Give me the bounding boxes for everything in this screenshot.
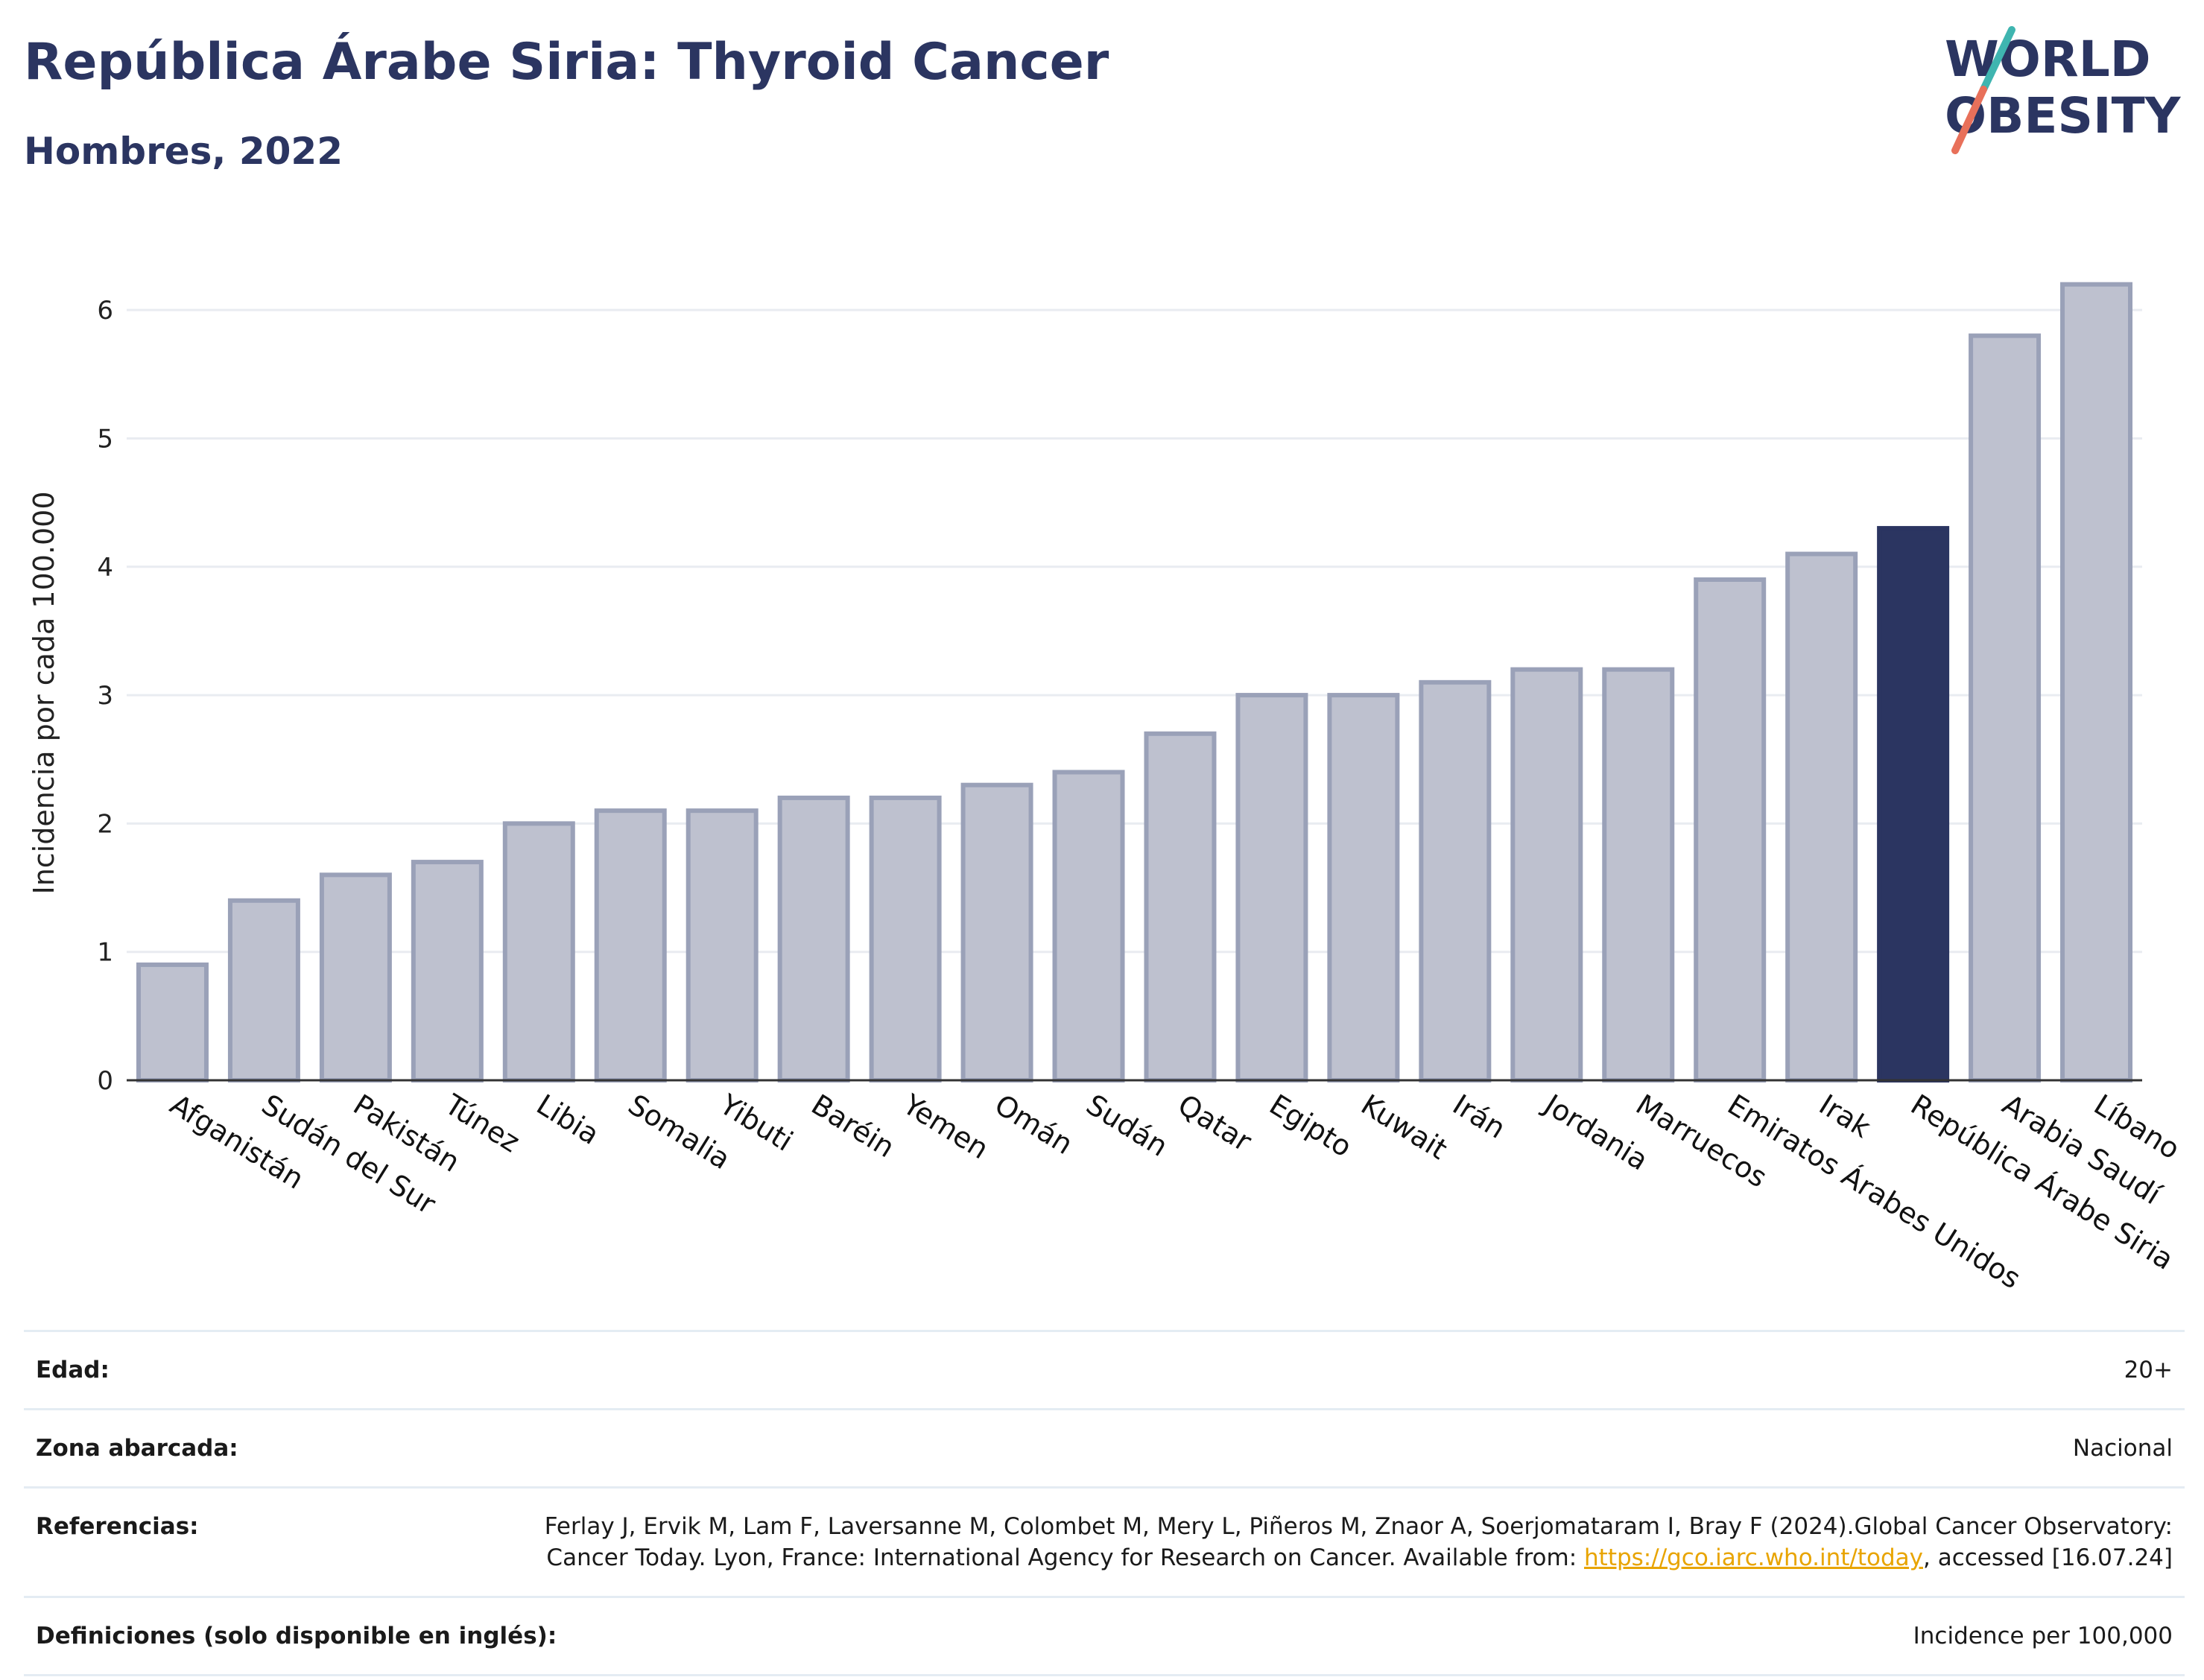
y-axis-label: Incidencia por cada 100.000 xyxy=(28,491,60,894)
svg-text:WORLD: WORLD xyxy=(1945,31,2151,88)
bar-12 xyxy=(1235,693,1308,1083)
bar-17 xyxy=(1694,577,1767,1083)
meta-row-definitions: Definiciones (solo disponible en inglés)… xyxy=(24,1596,2185,1676)
x-tick-label: Irak xyxy=(1814,1088,1876,1144)
bar-16 xyxy=(1602,667,1675,1083)
x-tick-label: Kuwait xyxy=(1355,1088,1453,1166)
bar-21 xyxy=(2060,282,2133,1083)
x-tick-label: Sudán xyxy=(1080,1088,1174,1163)
bar-9 xyxy=(960,782,1033,1083)
bar-0 xyxy=(136,962,209,1083)
x-tick-label: Irán xyxy=(1447,1088,1511,1145)
metadata-table: Edad: 20+ Zona abarcada: Nacional Refere… xyxy=(24,1330,2185,1676)
x-tick-label: Qatar xyxy=(1172,1088,1257,1158)
y-tick-label: 1 xyxy=(97,938,113,968)
x-tick-label: Jordania xyxy=(1537,1087,1653,1176)
x-tick-label: Libia xyxy=(531,1088,605,1151)
zone-label: Zona abarcada: xyxy=(36,1435,238,1462)
chart-subtitle: Hombres, 2022 xyxy=(24,130,343,173)
y-tick-label: 5 xyxy=(97,424,113,454)
bar-2 xyxy=(319,872,392,1083)
bar-19 xyxy=(1877,526,1950,1083)
bar-3 xyxy=(411,860,484,1083)
bar-10 xyxy=(1052,770,1125,1083)
meta-row-references: Referencias: Ferlay J, Ervik M, Lam F, L… xyxy=(24,1486,2185,1596)
x-tick-label: Egipto xyxy=(1264,1088,1358,1163)
y-tick-label: 6 xyxy=(97,296,113,326)
definitions-label: Definiciones (solo disponible en inglés)… xyxy=(36,1623,557,1649)
bar-5 xyxy=(594,808,667,1083)
x-tick-label: Omán xyxy=(989,1088,1078,1161)
age-label: Edad: xyxy=(36,1357,110,1383)
age-value: 20+ xyxy=(2124,1357,2173,1383)
references-label: Referencias: xyxy=(36,1513,199,1540)
bar-15 xyxy=(1510,667,1583,1083)
bar-4 xyxy=(502,821,575,1083)
bar-18 xyxy=(1785,551,1858,1083)
reference-link[interactable]: https://gco.iarc.who.int/today xyxy=(1584,1544,1923,1571)
definitions-value: Incidence per 100,000 xyxy=(1913,1623,2173,1649)
meta-row-zone: Zona abarcada: Nacional xyxy=(24,1408,2185,1486)
bar-13 xyxy=(1327,693,1400,1083)
x-tick-label: Baréin xyxy=(805,1088,900,1164)
bar-14 xyxy=(1419,679,1492,1083)
x-tick-label: Somalia xyxy=(622,1088,735,1176)
y-tick-label: 4 xyxy=(97,553,113,583)
bar-20 xyxy=(1969,333,2042,1083)
meta-row-age: Edad: 20+ xyxy=(24,1330,2185,1408)
y-tick-label: 0 xyxy=(97,1066,113,1096)
bar-1 xyxy=(227,898,300,1083)
chart-title: República Árabe Siria: Thyroid Cancer xyxy=(24,33,1109,92)
y-tick-label: 2 xyxy=(97,809,113,839)
bar-6 xyxy=(685,808,759,1083)
y-tick-label: 3 xyxy=(97,681,113,711)
bar-11 xyxy=(1144,731,1217,1083)
references-value: Ferlay J, Ervik M, Lam F, Laversanne M, … xyxy=(544,1513,2173,1571)
bar-8 xyxy=(869,795,942,1083)
zone-value: Nacional xyxy=(2072,1435,2173,1462)
x-tick-label: Yemen xyxy=(896,1088,994,1166)
world-obesity-logo: WORLD OBESITY xyxy=(1945,26,2182,154)
bar-7 xyxy=(777,795,850,1083)
